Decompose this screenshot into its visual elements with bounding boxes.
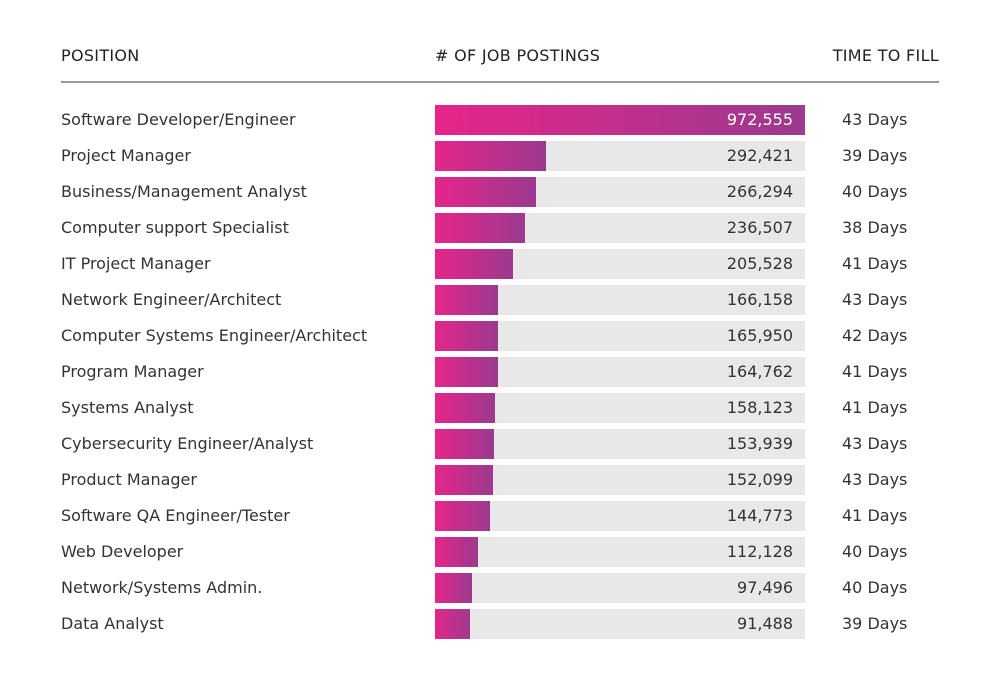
bar-track: 97,496 xyxy=(435,573,805,603)
bar xyxy=(435,213,525,243)
bar xyxy=(435,249,514,279)
bar xyxy=(435,609,470,639)
bar-track: 112,128 xyxy=(435,537,805,567)
bar-track: 166,158 xyxy=(435,285,805,315)
bar-track: 152,099 xyxy=(435,465,805,495)
header-job-postings: # OF JOB POSTINGS xyxy=(435,46,601,65)
value-label: 972,555 xyxy=(726,110,793,129)
value-label: 91,488 xyxy=(737,614,793,633)
table-row: Program Manager 164,762 41 Days xyxy=(0,357,1000,387)
table-row: Project Manager 292,421 39 Days xyxy=(0,141,1000,171)
position-label: Web Developer xyxy=(61,542,184,561)
bar-track: 153,939 xyxy=(435,429,805,459)
time-to-fill-label: 42 Days xyxy=(842,326,908,345)
position-label: Computer Systems Engineer/Architect xyxy=(61,326,368,345)
bar xyxy=(435,537,478,567)
position-label: Product Manager xyxy=(61,470,197,489)
time-to-fill-label: 40 Days xyxy=(842,182,908,201)
value-label: 152,099 xyxy=(726,470,793,489)
table-row: Software QA Engineer/Tester 144,773 41 D… xyxy=(0,501,1000,531)
position-label: IT Project Manager xyxy=(61,254,211,273)
position-label: Project Manager xyxy=(61,146,191,165)
header-position: POSITION xyxy=(61,46,140,65)
bar-track: 165,950 xyxy=(435,321,805,351)
bar xyxy=(435,501,491,531)
table-row: Network/Systems Admin. 97,496 40 Days xyxy=(0,573,1000,603)
bar xyxy=(435,573,473,603)
position-label: Cybersecurity Engineer/Analyst xyxy=(61,434,314,453)
bar-track: 292,421 xyxy=(435,141,805,171)
bar xyxy=(435,141,547,171)
value-label: 205,528 xyxy=(726,254,793,273)
position-label: Network Engineer/Architect xyxy=(61,290,282,309)
time-to-fill-label: 43 Days xyxy=(842,470,908,489)
value-label: 292,421 xyxy=(726,146,793,165)
time-to-fill-label: 39 Days xyxy=(842,146,908,165)
value-label: 236,507 xyxy=(726,218,793,237)
bar-track: 144,773 xyxy=(435,501,805,531)
bar xyxy=(435,105,805,135)
bar xyxy=(435,321,499,351)
bar xyxy=(435,357,498,387)
value-label: 144,773 xyxy=(726,506,793,525)
value-label: 166,158 xyxy=(726,290,793,309)
table-row: Systems Analyst 158,123 41 Days xyxy=(0,393,1000,423)
table-row: Data Analyst 91,488 39 Days xyxy=(0,609,1000,639)
bar xyxy=(435,465,493,495)
position-label: Program Manager xyxy=(61,362,204,381)
bar-track: 972,555 xyxy=(435,105,805,135)
time-to-fill-label: 43 Days xyxy=(842,290,908,309)
bar xyxy=(435,393,496,423)
table-row: Product Manager 152,099 43 Days xyxy=(0,465,1000,495)
value-label: 164,762 xyxy=(726,362,793,381)
value-label: 112,128 xyxy=(726,542,793,561)
table-row: Computer Systems Engineer/Architect 165,… xyxy=(0,321,1000,351)
time-to-fill-label: 39 Days xyxy=(842,614,908,633)
time-to-fill-label: 40 Days xyxy=(842,542,908,561)
position-label: Systems Analyst xyxy=(61,398,194,417)
value-label: 153,939 xyxy=(726,434,793,453)
bar-track: 236,507 xyxy=(435,213,805,243)
position-label: Software QA Engineer/Tester xyxy=(61,506,290,525)
table-row: IT Project Manager 205,528 41 Days xyxy=(0,249,1000,279)
bar-track: 164,762 xyxy=(435,357,805,387)
table-row: Cybersecurity Engineer/Analyst 153,939 4… xyxy=(0,429,1000,459)
bar xyxy=(435,285,499,315)
time-to-fill-label: 43 Days xyxy=(842,110,908,129)
table-row: Network Engineer/Architect 166,158 43 Da… xyxy=(0,285,1000,315)
time-to-fill-label: 41 Days xyxy=(842,362,908,381)
time-to-fill-label: 41 Days xyxy=(842,254,908,273)
time-to-fill-label: 43 Days xyxy=(842,434,908,453)
value-label: 158,123 xyxy=(726,398,793,417)
time-to-fill-label: 40 Days xyxy=(842,578,908,597)
position-label: Network/Systems Admin. xyxy=(61,578,263,597)
time-to-fill-label: 38 Days xyxy=(842,218,908,237)
bar xyxy=(435,429,494,459)
table-row: Web Developer 112,128 40 Days xyxy=(0,537,1000,567)
value-label: 165,950 xyxy=(726,326,793,345)
header-time-to-fill: TIME TO FILL xyxy=(832,46,939,65)
table-row: Computer support Specialist 236,507 38 D… xyxy=(0,213,1000,243)
bar-track: 205,528 xyxy=(435,249,805,279)
position-label: Business/Management Analyst xyxy=(61,182,307,201)
value-label: 97,496 xyxy=(737,578,793,597)
position-label: Data Analyst xyxy=(61,614,164,633)
time-to-fill-label: 41 Days xyxy=(842,398,908,417)
bar-track: 266,294 xyxy=(435,177,805,207)
bar xyxy=(435,177,537,207)
value-label: 266,294 xyxy=(726,182,793,201)
table-row: Business/Management Analyst 266,294 40 D… xyxy=(0,177,1000,207)
bar-track: 158,123 xyxy=(435,393,805,423)
header-divider xyxy=(61,81,939,83)
table-row: Software Developer/Engineer 972,555 43 D… xyxy=(0,105,1000,135)
bar-track: 91,488 xyxy=(435,609,805,639)
position-label: Software Developer/Engineer xyxy=(61,110,296,129)
time-to-fill-label: 41 Days xyxy=(842,506,908,525)
position-label: Computer support Specialist xyxy=(61,218,289,237)
